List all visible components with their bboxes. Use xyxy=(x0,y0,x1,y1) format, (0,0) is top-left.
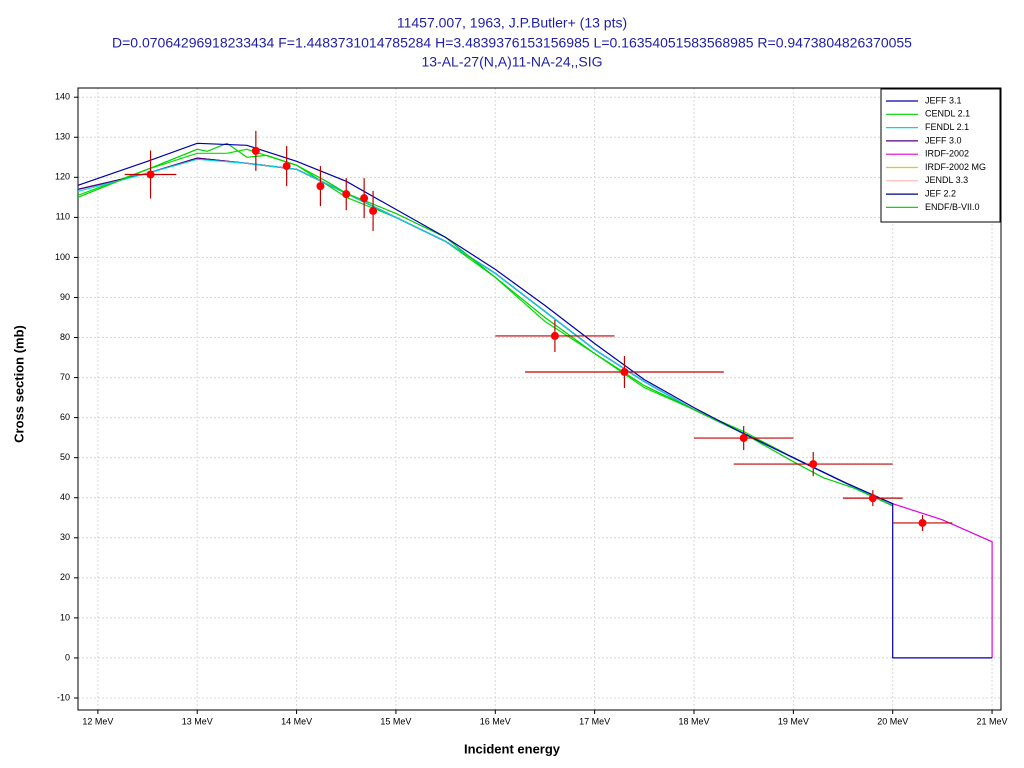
x-tick-label: 13 MeV xyxy=(182,716,213,726)
chart-title: 11457.007, 1963, J.P.Butler+ (13 pts) xyxy=(397,15,627,31)
legend-label: JENDL 3.3 xyxy=(925,175,968,185)
data-point xyxy=(739,434,748,443)
x-tick-label: 14 MeV xyxy=(281,716,312,726)
y-tick-label: 60 xyxy=(60,412,70,422)
y-tick-label: 140 xyxy=(55,92,70,102)
y-tick-label: 20 xyxy=(60,572,70,582)
x-tick-label: 19 MeV xyxy=(778,716,809,726)
y-axis-label: Cross section (mb) xyxy=(11,325,26,443)
y-tick-label: 30 xyxy=(60,532,70,542)
legend-label: FENDL 2.1 xyxy=(925,122,969,132)
y-tick-label: 110 xyxy=(56,212,70,222)
x-tick-label: 20 MeV xyxy=(877,716,908,726)
y-tick-label: 50 xyxy=(60,452,70,462)
series-line xyxy=(77,142,993,659)
legend-label: JEFF 3.0 xyxy=(925,135,962,145)
y-tick-label: 100 xyxy=(55,252,70,262)
legend-label: CENDL 2.1 xyxy=(925,109,970,119)
series-line xyxy=(77,142,893,507)
data-point xyxy=(620,367,629,376)
data-point xyxy=(918,518,927,527)
data-point xyxy=(809,460,818,469)
reaction-label: 13-AL-27(N,A)11-NA-24,,SIG xyxy=(421,54,602,70)
data-point xyxy=(868,494,877,503)
data-point xyxy=(369,206,378,215)
series-line xyxy=(77,148,893,507)
x-tick-label: 12 MeV xyxy=(82,716,113,726)
legend-label: IRDF-2002 xyxy=(925,149,969,159)
y-tick-label: 10 xyxy=(60,612,70,622)
y-tick-label: 0 xyxy=(65,652,70,662)
y-tick-label: 70 xyxy=(60,372,70,382)
legend-label: JEF 2.2 xyxy=(925,188,956,198)
x-tick-label: 16 MeV xyxy=(480,716,511,726)
data-point xyxy=(316,182,325,191)
data-point xyxy=(146,170,155,179)
plot-frame xyxy=(77,87,1002,711)
y-tick-label: -10 xyxy=(57,692,70,702)
data-point xyxy=(282,162,291,171)
y-tick-label: 80 xyxy=(60,332,70,342)
legend-box xyxy=(880,88,1001,223)
data-point xyxy=(251,146,260,155)
y-tick-label: 40 xyxy=(60,492,70,502)
legend-label: JEFF 3.1 xyxy=(925,95,962,105)
data-point xyxy=(360,194,369,203)
x-tick-label: 15 MeV xyxy=(380,716,411,726)
data-point xyxy=(342,190,351,199)
x-tick-label: 17 MeV xyxy=(579,716,610,726)
x-tick-label: 18 MeV xyxy=(678,716,709,726)
y-tick-label: 90 xyxy=(60,292,70,302)
x-axis-label: Incident energy xyxy=(464,741,561,756)
y-tick-label: 130 xyxy=(55,132,70,142)
legend-label: ENDF/B-VII.0 xyxy=(925,202,980,212)
y-tick-label: 120 xyxy=(55,172,70,182)
legend-label: IRDF-2002 MG xyxy=(925,162,986,172)
data-point xyxy=(550,331,559,340)
x-tick-label: 21 MeV xyxy=(977,716,1008,726)
chart-subtitle: D=0.07064296918233434 F=1.44837310147852… xyxy=(112,35,912,51)
